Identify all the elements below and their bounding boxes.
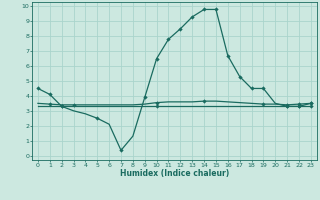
X-axis label: Humidex (Indice chaleur): Humidex (Indice chaleur) — [120, 169, 229, 178]
